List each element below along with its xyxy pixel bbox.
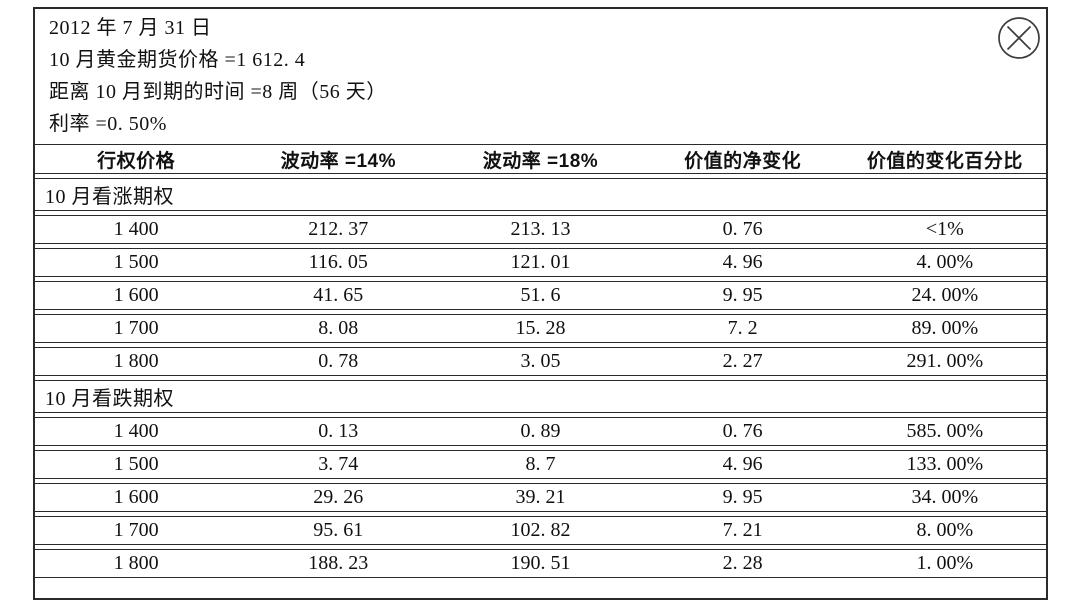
table-cell: 1 800 [35, 347, 238, 376]
section-row: 10 月看涨期权 [35, 178, 1046, 211]
table-cell: 213. 13 [439, 215, 642, 244]
table-cell: <1% [843, 215, 1046, 244]
table-cell: 2. 28 [641, 549, 844, 578]
section-row: 10 月看跌期权 [35, 380, 1046, 413]
close-button[interactable] [996, 15, 1042, 61]
table-cell: 1 800 [35, 549, 238, 578]
table-cell: 102. 82 [439, 516, 642, 545]
table-cell: 9. 95 [641, 281, 844, 310]
table-cell: 1 500 [35, 450, 238, 479]
table-cell: 0. 89 [439, 417, 642, 446]
info-futures-price: 10 月黄金期货价格 =1 612. 4 [49, 49, 306, 71]
table-cell: 24. 00% [843, 281, 1046, 310]
table-cell: 133. 00% [843, 450, 1046, 479]
table-cell: 1 700 [35, 314, 238, 343]
table-cell: 4. 96 [641, 450, 844, 479]
section-label: 10 月看涨期权 [35, 178, 1046, 211]
table-cell: 0. 76 [641, 215, 844, 244]
table-cell: 116. 05 [237, 248, 440, 277]
table-cell: 1 500 [35, 248, 238, 277]
table-cell: 121. 01 [439, 248, 642, 277]
table-cell: 41. 65 [237, 281, 440, 310]
column-header-vol18: 波动率 =18% [439, 144, 642, 174]
table-cell: 1 700 [35, 516, 238, 545]
table-cell: 0. 76 [641, 417, 844, 446]
table-cell: 3. 74 [237, 450, 440, 479]
table-cell: 1 600 [35, 281, 238, 310]
table-cell: 7. 2 [641, 314, 844, 343]
table-row: 1 800 188. 23 190. 51 2. 28 1. 00% [35, 549, 1046, 578]
table-cell: 2. 27 [641, 347, 844, 376]
column-header-strike: 行权价格 [35, 144, 238, 174]
table-cell: 0. 13 [237, 417, 440, 446]
table-cell: 9. 95 [641, 483, 844, 512]
table-cell: 3. 05 [439, 347, 642, 376]
table-cell: 4. 96 [641, 248, 844, 277]
table-cell: 188. 23 [237, 549, 440, 578]
table-cell: 1 400 [35, 417, 238, 446]
table-cell: 8. 00% [843, 516, 1046, 545]
table-cell: 0. 78 [237, 347, 440, 376]
close-icon [996, 17, 1042, 64]
column-header-vol14: 波动率 =14% [237, 144, 440, 174]
section-label: 10 月看跌期权 [35, 380, 1046, 413]
table-cell: 29. 26 [237, 483, 440, 512]
table-cell: 51. 6 [439, 281, 642, 310]
table-cell: 34. 00% [843, 483, 1046, 512]
table-row: 1 400 0. 13 0. 89 0. 76 585. 00% [35, 417, 1046, 446]
table-body: 10 月看涨期权 1 400 212. 37 213. 13 0. 76 <1% 1 500… [35, 178, 1046, 578]
table-row: 1 700 8. 08 15. 28 7. 2 89. 00% [35, 314, 1046, 343]
options-pricing-table: 行权价格 波动率 =14% 波动率 =18% 价值的净变化 价值的变化百分比 1… [35, 140, 1046, 582]
table-cell: 291. 00% [843, 347, 1046, 376]
table-cell: 212. 37 [237, 215, 440, 244]
table-cell: 95. 61 [237, 516, 440, 545]
table-cell: 190. 51 [439, 549, 642, 578]
table-row: 1 600 29. 26 39. 21 9. 95 34. 00% [35, 483, 1046, 512]
table-cell: 1. 00% [843, 549, 1046, 578]
table-row: 1 800 0. 78 3. 05 2. 27 291. 00% [35, 347, 1046, 376]
table-cell: 8. 08 [237, 314, 440, 343]
table-cell: 15. 28 [439, 314, 642, 343]
table-cell: 585. 00% [843, 417, 1046, 446]
info-interest-rate: 利率 =0. 50% [49, 113, 167, 135]
table-cell: 1 600 [35, 483, 238, 512]
table-row: 1 400 212. 37 213. 13 0. 76 <1% [35, 215, 1046, 244]
table-cell: 89. 00% [843, 314, 1046, 343]
table-cell: 39. 21 [439, 483, 642, 512]
table-row: 1 500 116. 05 121. 01 4. 96 4. 00% [35, 248, 1046, 277]
table-cell: 1 400 [35, 215, 238, 244]
table-cell: 4. 00% [843, 248, 1046, 277]
table-row: 1 700 95. 61 102. 82 7. 21 8. 00% [35, 516, 1046, 545]
table-row: 1 600 41. 65 51. 6 9. 95 24. 00% [35, 281, 1046, 310]
info-date: 2012 年 7 月 31 日 [49, 17, 212, 39]
options-table-panel: 2012 年 7 月 31 日 10 月黄金期货价格 =1 612. 4 距离 … [33, 7, 1048, 600]
column-header-pct-change: 价值的变化百分比 [843, 144, 1046, 174]
table-row: 1 500 3. 74 8. 7 4. 96 133. 00% [35, 450, 1046, 479]
column-header-net-change: 价值的净变化 [641, 144, 844, 174]
table-cell: 7. 21 [641, 516, 844, 545]
scenario-info: 2012 年 7 月 31 日 10 月黄金期货价格 =1 612. 4 距离 … [35, 9, 1046, 140]
table-cell: 8. 7 [439, 450, 642, 479]
info-time-to-expiry: 距离 10 月到期的时间 =8 周（56 天） [49, 81, 387, 103]
column-header-row: 行权价格 波动率 =14% 波动率 =18% 价值的净变化 价值的变化百分比 [35, 144, 1046, 174]
